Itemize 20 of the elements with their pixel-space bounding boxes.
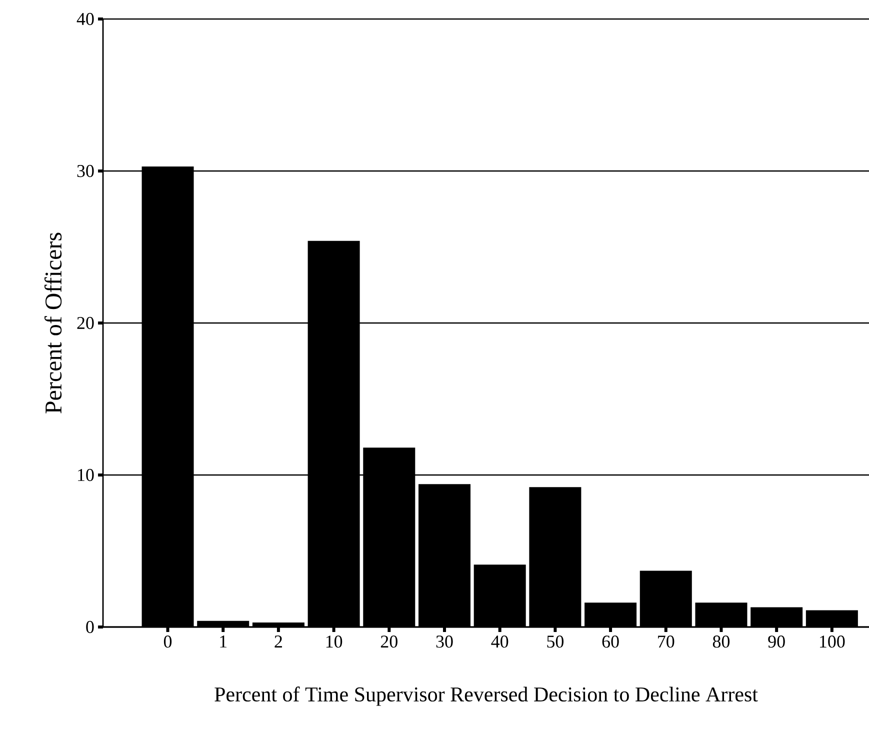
x-tick-label: 20: [380, 636, 398, 648]
x-tick-label: 100: [820, 636, 845, 648]
x-tick-label: 70: [658, 636, 674, 648]
x-tick-label: 0: [164, 636, 172, 648]
x-axis-title: Percent of Time Supervisor Reversed Decision to Decline Arrest: [214, 686, 758, 706]
x-tick-label: 30: [436, 636, 453, 648]
y-tick-label: 10: [78, 468, 94, 482]
x-tick-label: 90: [768, 636, 785, 648]
x-tick-label: 60: [602, 636, 619, 648]
x-tick-label: 40: [491, 636, 508, 648]
y-tick-label: 0: [86, 620, 94, 634]
y-axis-title: Percent of Officers: [44, 232, 62, 414]
x-tick-label: 50: [547, 636, 564, 648]
y-tick-label: 40: [76, 12, 94, 26]
y-tick-label: 30: [77, 164, 94, 178]
y-tick-label: 20: [77, 316, 94, 330]
x-tick-label: 2: [274, 636, 282, 648]
x-tick-label: 1: [220, 636, 227, 648]
x-tick-label: 80: [712, 636, 730, 648]
x-tick-label: 10: [326, 636, 342, 648]
